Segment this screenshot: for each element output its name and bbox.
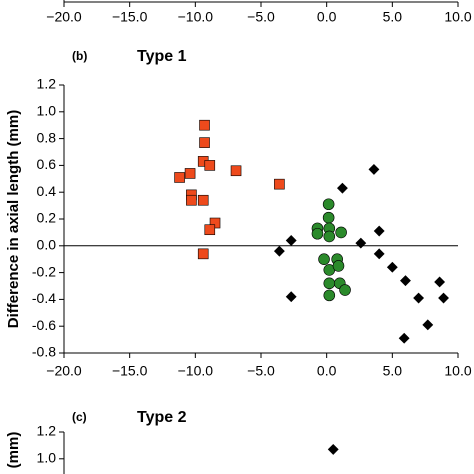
- y-tick-label: 1.2: [37, 76, 57, 92]
- x-tick-label: −5.0: [247, 363, 275, 379]
- diamond-point: [434, 276, 446, 288]
- diamond-point: [373, 248, 385, 260]
- circle-point: [318, 253, 330, 266]
- square-point: [184, 168, 196, 179]
- diamond-point: [285, 235, 297, 246]
- y-tick-label: 1.2: [37, 423, 57, 439]
- y-tick-label: 0.6: [37, 156, 57, 172]
- diamond-point: [337, 182, 348, 194]
- circle-point: [339, 284, 351, 296]
- diamond-point: [273, 245, 285, 257]
- y-axis-label: (mm): [5, 432, 22, 469]
- y-tick-label: -0.2: [32, 263, 56, 279]
- x-tick-label: −10.0: [178, 9, 214, 25]
- circle-point: [311, 227, 324, 240]
- square-point: [204, 224, 216, 236]
- square-point: [230, 165, 242, 177]
- circle-point: [335, 226, 347, 239]
- y-tick-label: 0.2: [37, 210, 57, 226]
- x-tick-label: −15.0: [112, 9, 148, 25]
- circle-point: [323, 230, 336, 243]
- x-tick-label: 5.0: [383, 363, 403, 379]
- circle-point: [323, 289, 336, 302]
- diamond-point: [398, 332, 410, 344]
- x-tick-label: −15.0: [112, 363, 148, 379]
- y-tick-label: -0.8: [32, 344, 56, 360]
- x-tick-label: −5.0: [247, 9, 275, 25]
- square-point: [199, 137, 210, 148]
- circle-point: [332, 260, 345, 272]
- square-point: [197, 248, 209, 260]
- y-tick-label: -0.6: [32, 317, 56, 333]
- y-axis-label: Difference in axial length (mm): [5, 110, 22, 328]
- panel-label: (b): [72, 49, 87, 63]
- square-point: [174, 172, 185, 183]
- x-tick-label: 10.0: [444, 363, 471, 379]
- square-point: [274, 178, 285, 190]
- y-tick-label: 0.8: [37, 129, 57, 145]
- y-tick-label: 1.0: [37, 103, 57, 119]
- square-point: [197, 194, 209, 206]
- diamond-point: [355, 237, 367, 249]
- x-tick-label: 0.0: [317, 9, 337, 25]
- x-tick-label: −20.0: [46, 363, 82, 379]
- diamond-point: [368, 163, 380, 175]
- diamond-point: [400, 275, 411, 287]
- y-tick-label: 1.0: [37, 450, 57, 466]
- diamond-point: [413, 292, 425, 304]
- x-tick-label: −20.0: [46, 9, 82, 25]
- diamond-point: [327, 443, 339, 455]
- square-point: [199, 119, 210, 131]
- panel-title: Type 1: [137, 48, 187, 65]
- y-tick-label: 0.4: [37, 183, 57, 199]
- diamond-point: [386, 261, 398, 273]
- y-tick-label: -0.4: [32, 290, 56, 306]
- x-tick-label: 10.0: [444, 9, 471, 25]
- x-tick-label: 0.0: [317, 363, 337, 379]
- diamond-point: [438, 292, 449, 304]
- circle-point: [322, 211, 335, 224]
- square-point: [204, 160, 216, 171]
- circle-point: [323, 277, 336, 290]
- diamond-point: [285, 291, 297, 303]
- x-tick-label: 5.0: [383, 9, 403, 25]
- panel-label: (c): [72, 410, 87, 424]
- diamond-point: [373, 225, 385, 237]
- circle-point: [322, 198, 335, 211]
- y-tick-label: 0.0: [37, 237, 57, 253]
- square-point: [186, 194, 197, 206]
- x-tick-label: −10.0: [178, 363, 214, 379]
- panel-title: Type 2: [137, 409, 187, 426]
- diamond-point: [422, 319, 434, 331]
